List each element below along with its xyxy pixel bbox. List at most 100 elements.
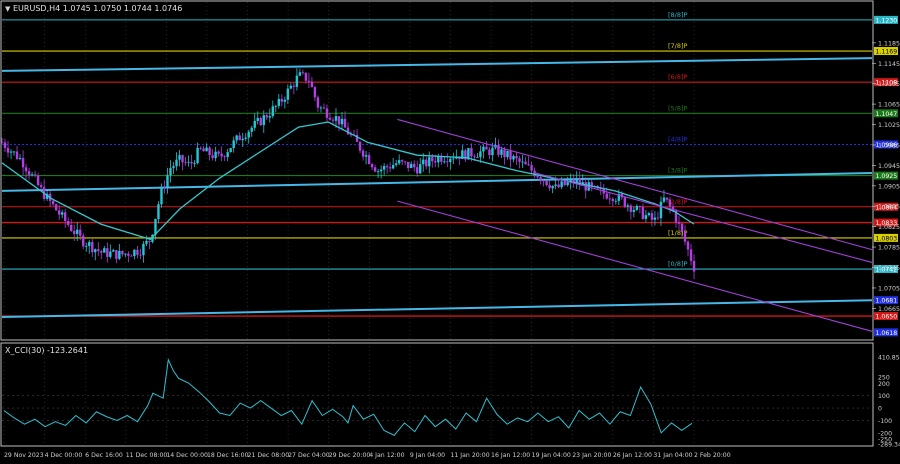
- moving-average-line: [1, 121, 695, 241]
- murrey-levels: [8/8]P 1.1230 [7/8]P 1.1169 [6/8]P 1.1108 [5/8…: [2, 11, 898, 337]
- candle-body: [358, 141, 362, 151]
- candle-body: [12, 151, 16, 153]
- candle-body: [70, 225, 73, 231]
- candle-body: [650, 213, 654, 220]
- candle-body: [373, 167, 377, 172]
- cci-panel-frame: [0, 342, 874, 447]
- candle-body: [590, 182, 593, 186]
- y-tick-label: 1.0985: [878, 142, 900, 149]
- candle-body: [659, 201, 663, 219]
- channel-line: [397, 118, 873, 251]
- candle-body: [431, 157, 434, 162]
- candle-body: [524, 161, 527, 165]
- candle-body: [512, 156, 515, 160]
- price-channel: [397, 118, 873, 332]
- candle-body: [181, 155, 184, 163]
- candle-body: [259, 117, 262, 126]
- x-tick-label: 29 Nov 2023: [4, 452, 44, 459]
- candle-body: [581, 182, 584, 185]
- candle-body: [476, 157, 479, 158]
- candle-body: [63, 212, 67, 221]
- cci-tick-label: -100: [878, 418, 892, 425]
- candle-body: [205, 147, 208, 152]
- candle-body: [247, 131, 250, 138]
- candle-body: [121, 250, 124, 255]
- murrey-label: [5/8]P: [668, 104, 688, 112]
- cci-line: [3, 357, 693, 436]
- candle-body: [295, 75, 299, 87]
- candle-body: [671, 206, 675, 212]
- y-tick-label: 1.0665: [878, 306, 900, 313]
- murrey-label: [2/8]P: [668, 198, 688, 206]
- candle-body: [407, 161, 410, 169]
- candle-body: [304, 72, 308, 81]
- candle-body: [569, 179, 572, 183]
- candle-body: [196, 147, 199, 164]
- candle-body: [388, 167, 392, 169]
- candle-body: [518, 158, 521, 162]
- trendlines: [1, 57, 873, 319]
- candle-body: [280, 98, 284, 102]
- candle-body: [6, 148, 10, 153]
- candle-body: [662, 197, 666, 202]
- candle-body: [262, 115, 265, 126]
- price-tag-box: [874, 47, 898, 56]
- candle-body: [653, 217, 657, 220]
- candle-body: [130, 255, 133, 257]
- price-tag: 1.0742: [876, 267, 898, 274]
- candle-body: [115, 250, 118, 259]
- candle-body: [638, 205, 642, 207]
- candle-body: [563, 181, 566, 186]
- candle-body: [680, 223, 684, 232]
- candle-body: [617, 194, 621, 201]
- candle-body: [211, 155, 214, 159]
- candle-body: [551, 185, 554, 189]
- candle-body: [66, 220, 70, 226]
- candle-body: [467, 148, 470, 160]
- candle-body: [530, 165, 533, 171]
- x-tick-label: 31 Jan 04:00: [653, 452, 692, 459]
- candle-body: [277, 98, 281, 106]
- murrey-label: [4/8]P: [668, 135, 688, 143]
- price-tag: 1.1047: [876, 111, 898, 118]
- candle-body: [157, 204, 160, 219]
- candle-body: [452, 158, 455, 160]
- price-tag-box: [874, 109, 898, 118]
- grid: [3, 2, 695, 445]
- price-tag: 1.0833: [876, 220, 898, 227]
- candle-body: [560, 181, 563, 188]
- candle-body: [148, 240, 151, 242]
- y-tick-label: 1.0825: [878, 224, 900, 231]
- candle-body: [391, 164, 395, 169]
- candle-body: [578, 178, 581, 185]
- candle-body: [97, 249, 100, 252]
- candle-body: [163, 187, 166, 189]
- y-tick-label: 1.1025: [878, 122, 900, 129]
- candle-body: [30, 174, 34, 176]
- price-tag-box: [874, 171, 898, 180]
- candle-body: [286, 88, 290, 100]
- candle-body: [325, 108, 329, 118]
- candle-body: [521, 161, 524, 163]
- murrey-label: [3/8]P: [668, 167, 688, 175]
- candle-body: [190, 161, 193, 164]
- candle-body: [256, 117, 259, 121]
- candle-body: [500, 149, 503, 155]
- candle-body: [464, 150, 467, 160]
- candle-body: [73, 230, 76, 235]
- candle-body: [539, 177, 542, 181]
- candle-body: [241, 138, 244, 141]
- murrey-label: [7/8]P: [668, 42, 688, 50]
- candle-body: [566, 182, 569, 186]
- candle-body: [166, 175, 169, 189]
- candle-body: [169, 168, 172, 176]
- price-tag-box: [874, 296, 898, 305]
- candle-body: [124, 253, 127, 255]
- price-tag: 1.0864: [876, 204, 898, 211]
- candle-body: [109, 251, 112, 257]
- y-tick-label: 1.0705: [878, 285, 900, 292]
- candle-body: [419, 164, 422, 174]
- candle-body: [614, 200, 618, 202]
- candle-body: [199, 147, 202, 149]
- candle-body: [112, 250, 115, 252]
